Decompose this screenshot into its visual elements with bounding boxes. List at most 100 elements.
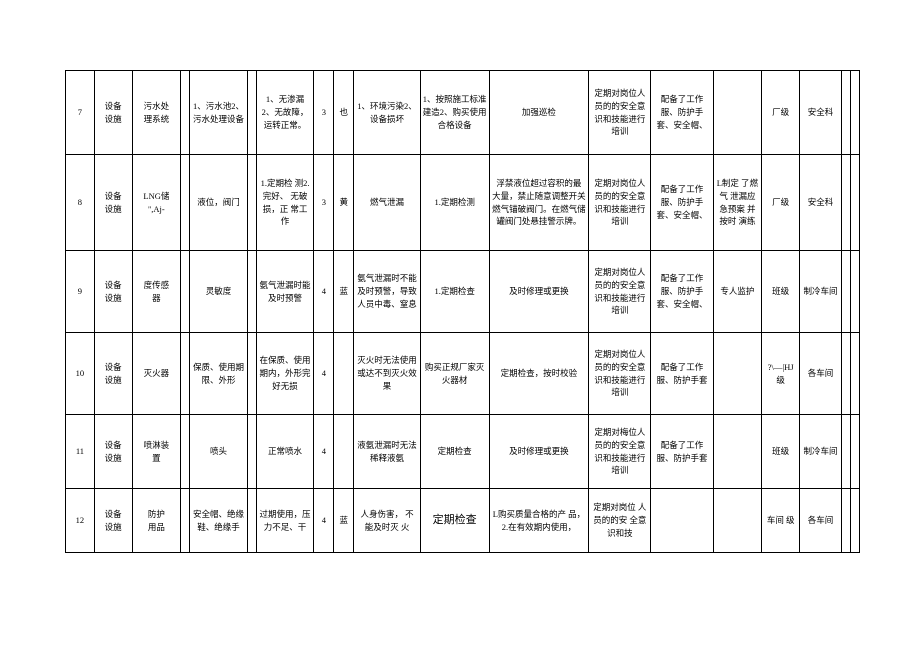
cell-measure1: 1、按照施工标准建造2、购买使用合格设备 [420, 71, 489, 155]
cell-name: 度传感器 [132, 251, 181, 333]
cell-empty [181, 155, 190, 251]
cell-category: 设备设施 [94, 333, 132, 415]
cell-ppe: 配备了工作服、防护手套、安全帽、 [651, 251, 713, 333]
cell-risk: 1、环境污染2、设备损坏 [354, 71, 421, 155]
cell-plan: L制定 了燃气 泄漏应急预案 并按时 演练 [713, 155, 762, 251]
cell-standard: 1.定期检 测2.完好、 无破损，正 常工作 [256, 155, 314, 251]
cell-part: 保质、使用期限、外形 [190, 333, 248, 415]
cell-tail [850, 489, 859, 553]
cell-measure1: 1.定期检测 [420, 155, 489, 251]
cell-empty [181, 489, 190, 553]
cell-part: 喷头 [190, 415, 248, 489]
page-container: 7 设备设施 污水处理系统 1、污水池2、污水处理设备 1、无渗漏 2、无故障，… [0, 0, 920, 593]
cell-mgmtlevel: 班级 [762, 251, 800, 333]
cell-mgmtlevel: 车间 级 [762, 489, 800, 553]
cell-idx: 9 [66, 251, 95, 333]
cell-train: 定期对岗位 人员的的安 全意识和技 [589, 489, 651, 553]
cell-num: 4 [314, 251, 334, 333]
cell-level: 蓝 [334, 489, 354, 553]
cell-measure2: 浮禁液位超过容积的最 大量，禁止随意调整开关 燃气锚破阀门。在燃气储罐阀门处悬挂… [489, 155, 589, 251]
table-row: 10 设备设施 灭火器 保质、使用期限、外形 在保质、使用期内，外形完好无损 4… [66, 333, 860, 415]
cell-part: 1、污水池2、污水处理设备 [190, 71, 248, 155]
cell-level: 也 [334, 71, 354, 155]
cell-category: 设备设施 [94, 71, 132, 155]
table-row: 12 设备设施 防护用品 安全帽、绝缘鞋、绝缘手 过期使用，压力不足、干 4 蓝… [66, 489, 860, 553]
cell-num: 3 [314, 71, 334, 155]
cell-category: 设备设施 [94, 155, 132, 251]
cell-plan [713, 415, 762, 489]
table-row: 9 设备设施 度传感器 灵敏度 氨气泄漏时能及时预警 4 蓝 氨气泄漏时不能及时… [66, 251, 860, 333]
cell-ppe [651, 489, 713, 553]
cell-name: 防护用品 [132, 489, 181, 553]
cell-risk: 人身伤害， 不能及时灭 火 [354, 489, 421, 553]
cell-train: 定期对岗位人 员的的安全意 识和技能进行 培训 [589, 155, 651, 251]
cell-empty [247, 251, 256, 333]
cell-plan [713, 333, 762, 415]
cell-train: 定期对岗位人 员的的安全意 识和技能进行 培训 [589, 333, 651, 415]
cell-measure2: 加强巡检 [489, 71, 589, 155]
cell-name: 喷淋装置 [132, 415, 181, 489]
cell-part: 液位，阀门 [190, 155, 248, 251]
cell-dept: 安全科 [800, 155, 842, 251]
cell-standard: 正常喷水 [256, 415, 314, 489]
cell-risk: 灭火时无法使用或达不到灭火效果 [354, 333, 421, 415]
cell-tail [842, 415, 851, 489]
cell-risk: 液氨泄漏时无法稀释液氨 [354, 415, 421, 489]
cell-plan: 专人监护 [713, 251, 762, 333]
cell-dept: 制冷车间 [800, 415, 842, 489]
table-row: 11 设备设施 喷淋装置 喷头 正常喷水 4 液氨泄漏时无法稀释液氨 定期检查 … [66, 415, 860, 489]
cell-dept: 制冷车间 [800, 251, 842, 333]
cell-idx: 7 [66, 71, 95, 155]
cell-tail [850, 251, 859, 333]
cell-plan [713, 71, 762, 155]
cell-measure2: 及时修理或更换 [489, 415, 589, 489]
cell-mgmtlevel: 厂级 [762, 71, 800, 155]
cell-ppe: 配备了工作服、防护手套、安全帽、 [651, 71, 713, 155]
cell-mgmtlevel: ?\—|HJ级 [762, 333, 800, 415]
cell-name: LNG储'',Aj- [132, 155, 181, 251]
table-row: 8 设备设施 LNG储'',Aj- 液位，阀门 1.定期检 测2.完好、 无破损… [66, 155, 860, 251]
cell-category: 设备设施 [94, 251, 132, 333]
cell-mgmtlevel: 厂级 [762, 155, 800, 251]
cell-ppe: 配备了工作服、防护手套 [651, 333, 713, 415]
cell-measure1: 购买正规厂家灭火器材 [420, 333, 489, 415]
cell-dept: 各车间 [800, 489, 842, 553]
cell-measure1: 1.定期检查 [420, 251, 489, 333]
cell-tail [842, 155, 851, 251]
cell-measure2: 及时修理或更换 [489, 251, 589, 333]
cell-mgmtlevel: 班级 [762, 415, 800, 489]
cell-part: 灵敏度 [190, 251, 248, 333]
cell-tail [850, 415, 859, 489]
cell-num: 4 [314, 333, 334, 415]
cell-empty [247, 333, 256, 415]
cell-measure1: 定期检查 [420, 489, 489, 553]
cell-tail [842, 71, 851, 155]
cell-empty [181, 71, 190, 155]
cell-measure2: 定期检查，按时校验 [489, 333, 589, 415]
cell-empty [181, 333, 190, 415]
cell-tail [850, 155, 859, 251]
cell-level [334, 415, 354, 489]
cell-idx: 12 [66, 489, 95, 553]
cell-empty [247, 489, 256, 553]
cell-idx: 10 [66, 333, 95, 415]
cell-num: 3 [314, 155, 334, 251]
cell-empty [247, 415, 256, 489]
cell-name: 污水处理系统 [132, 71, 181, 155]
cell-ppe: 配备了工作服、防护手套 [651, 415, 713, 489]
cell-name: 灭火器 [132, 333, 181, 415]
cell-train: 定期对岗位人 员的的安全意 识和技能进行 培训 [589, 251, 651, 333]
cell-empty [181, 415, 190, 489]
cell-tail [842, 489, 851, 553]
cell-train: 定期对岗位人 员的的安全意 识和技能进行 培训 [589, 71, 651, 155]
cell-num: 4 [314, 415, 334, 489]
safety-table: 7 设备设施 污水处理系统 1、污水池2、污水处理设备 1、无渗漏 2、无故障，… [65, 70, 860, 553]
cell-standard: 过期使用，压力不足、干 [256, 489, 314, 553]
cell-ppe: 配备了工作服、防护手套、安全帽、 [651, 155, 713, 251]
cell-idx: 11 [66, 415, 95, 489]
cell-dept: 安全科 [800, 71, 842, 155]
cell-num: 4 [314, 489, 334, 553]
cell-empty [247, 155, 256, 251]
cell-plan [713, 489, 762, 553]
cell-measure2: L购买质量合格的产 品，2.在有效期内使用， [489, 489, 589, 553]
